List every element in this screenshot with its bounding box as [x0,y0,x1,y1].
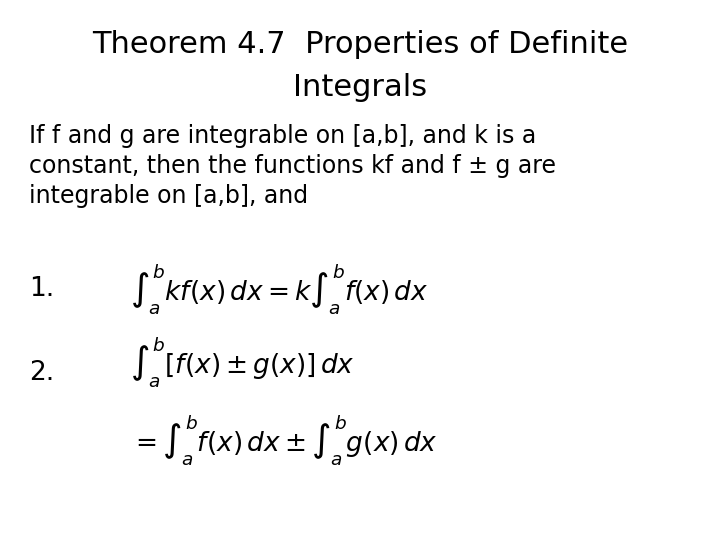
Text: Integrals: Integrals [293,73,427,102]
Text: $= \int_a^b f(x)\,dx \pm \int_a^b g(x)\,dx$: $= \int_a^b f(x)\,dx \pm \int_a^b g(x)\,… [130,413,437,467]
Text: Theorem 4.7  Properties of Definite: Theorem 4.7 Properties of Definite [92,30,628,59]
Text: 1.: 1. [29,276,54,302]
Text: If f and g are integrable on [a,b], and k is a: If f and g are integrable on [a,b], and … [29,124,536,148]
Text: 2.: 2. [29,360,54,386]
Text: $\int_a^b [f(x) \pm g(x)]\,dx$: $\int_a^b [f(x) \pm g(x)]\,dx$ [130,335,354,389]
Text: integrable on [a,b], and: integrable on [a,b], and [29,184,308,207]
Text: $\int_a^b kf(x)\,dx = k\int_a^b f(x)\,dx$: $\int_a^b kf(x)\,dx = k\int_a^b f(x)\,dx… [130,262,428,316]
Text: constant, then the functions kf and f ± g are: constant, then the functions kf and f ± … [29,154,556,178]
